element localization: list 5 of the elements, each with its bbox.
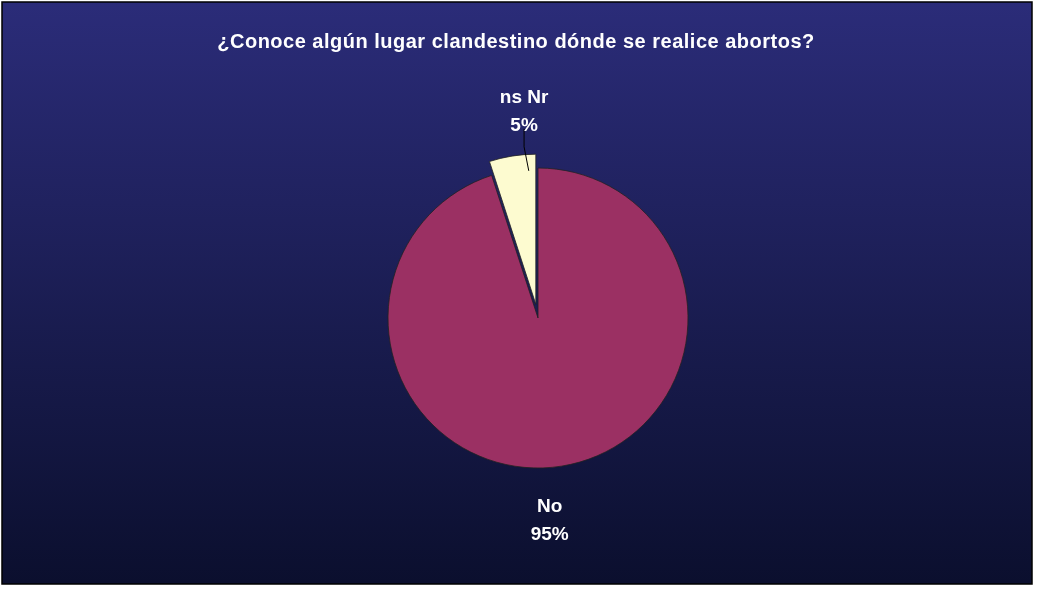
data-label: 95% (530, 522, 569, 544)
slice-label: ns Nr (499, 85, 549, 107)
slice-label: No (537, 494, 563, 516)
chart-title: ¿Conoce algún lugar clandestino dónde se realice abortos? (217, 30, 815, 52)
data-label: 5% (510, 113, 538, 135)
